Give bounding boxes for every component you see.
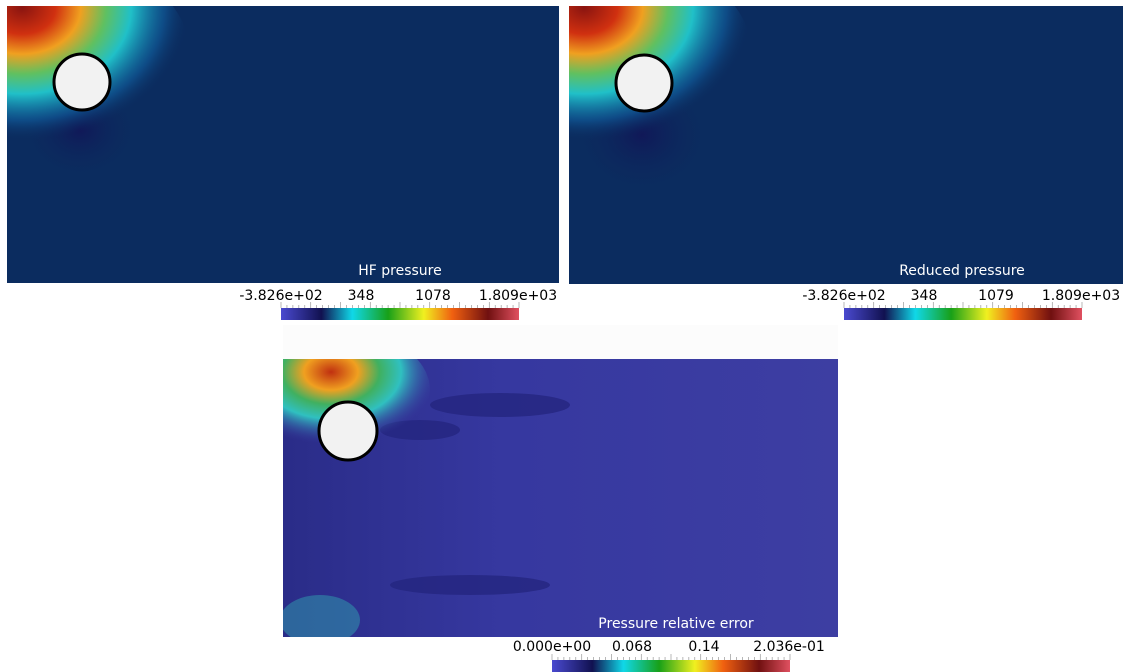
field-panel <box>7 6 559 283</box>
colorbar-label: 1079 <box>978 288 1014 304</box>
colorbar-label: 348 <box>911 288 938 304</box>
colorbar-label: 1078 <box>415 288 451 304</box>
colorbar <box>844 308 1082 320</box>
colorbar-label: 2.036e-01 <box>753 639 825 655</box>
colorbar-label: 1.809e+03 <box>479 288 557 304</box>
colorbar-label: 0.000e+00 <box>513 639 591 655</box>
colorbars: -3.826e+02 348 1078 1.809e+03 -3.826e+02 348 1… <box>239 288 1120 672</box>
colorbar <box>281 308 519 320</box>
colorbar-label: -3.826e+02 <box>239 288 322 304</box>
panel-title: Pressure relative error <box>598 616 754 632</box>
colorbar-label: -3.826e+02 <box>802 288 885 304</box>
colorbar <box>552 660 790 672</box>
field-panel <box>283 359 838 637</box>
field-panel <box>569 6 1123 284</box>
colorbar-label: 348 <box>348 288 375 304</box>
colorbar-label: 1.809e+03 <box>1042 288 1120 304</box>
colorbar-label: 0.14 <box>688 639 719 655</box>
panel-title: Reduced pressure <box>899 263 1025 279</box>
panel-title: HF pressure <box>358 263 442 279</box>
colorbar-label: 0.068 <box>612 639 652 655</box>
